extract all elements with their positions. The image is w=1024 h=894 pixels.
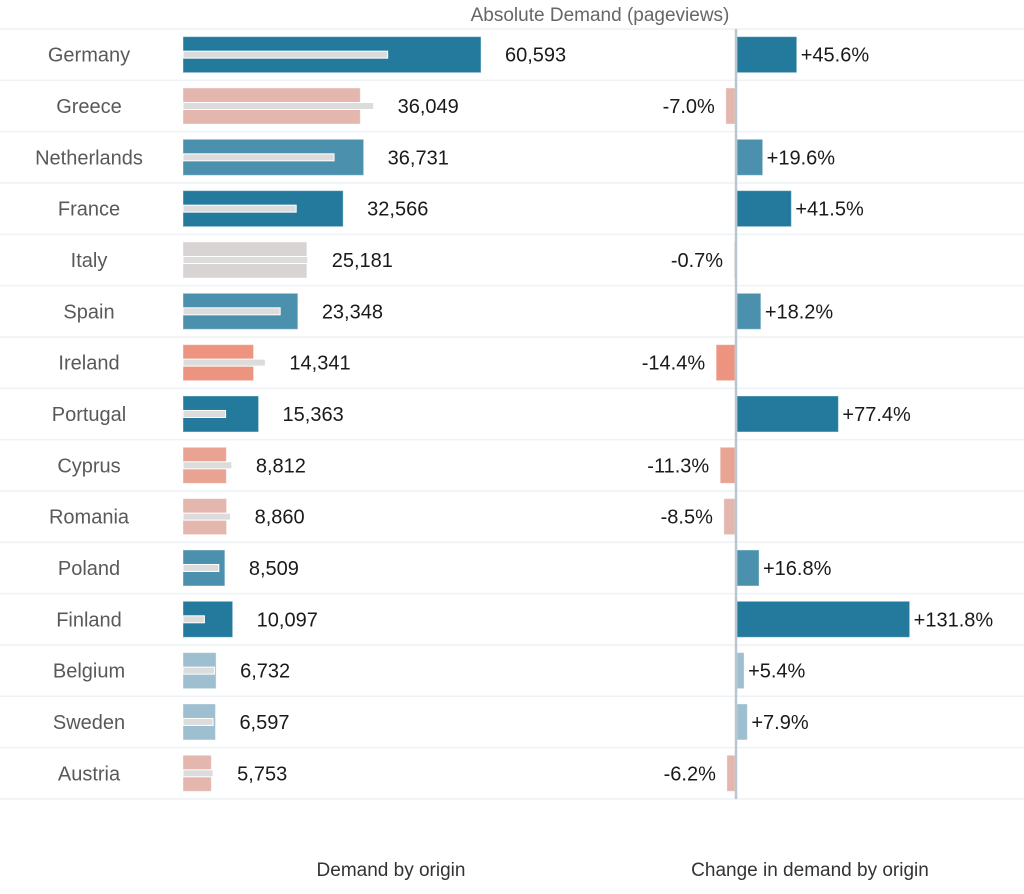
change-value-label: -11.3% [647,455,709,477]
change-value-label: +45.6% [801,45,870,67]
demand-value-label: 8,860 [255,507,305,529]
change-value-label: +131.8% [914,609,994,631]
left-panel-xlabel: Demand by origin [317,860,466,881]
change-value-label: -7.0% [663,96,715,118]
demand-value-label: 60,593 [505,45,566,67]
reference-bar [182,358,266,367]
change-value-label: -6.2% [664,763,716,785]
change-bar [736,190,792,228]
demand-value-label: 36,049 [398,96,459,118]
change-bar [719,446,736,484]
demand-value-label: 36,731 [388,147,449,169]
country-label: Spain [63,301,114,323]
country-label: Cyprus [57,455,120,477]
reference-bar [182,615,205,624]
change-bar [723,498,736,536]
change-bar [736,652,745,690]
country-label: Austria [58,763,121,785]
change-bar [736,703,748,741]
country-label: Poland [58,558,120,580]
change-bar [736,138,764,176]
change-bar [736,549,760,587]
demand-value-label: 15,363 [283,404,344,426]
reference-bar [182,101,375,110]
chart-title: Absolute Demand (pageviews) [471,5,730,26]
change-value-label: -14.4% [642,353,706,375]
change-value-label: +5.4% [748,661,805,683]
change-bar [726,754,736,792]
reference-bar [182,512,232,521]
country-label: Germany [48,45,130,67]
change-value-label: -0.7% [671,250,723,272]
reference-bar [182,563,220,572]
reference-bar [182,204,297,213]
reference-bar [182,461,233,470]
demand-value-label: 8,509 [249,558,299,580]
country-label: Belgium [53,661,125,683]
reference-bar [182,409,227,418]
country-label: Sweden [53,712,125,734]
change-bar [736,36,798,74]
change-value-label: +7.9% [751,712,808,734]
change-bar [736,395,839,433]
reference-bar [182,255,309,264]
change-value-label: +16.8% [763,558,832,580]
demand-value-label: 6,732 [240,661,290,683]
country-label: France [58,199,120,221]
country-label: Portugal [52,404,127,426]
demand-value-label: 8,812 [256,455,306,477]
country-label: Italy [71,250,108,272]
change-bar [736,600,911,638]
reference-bar [182,153,335,162]
change-value-label: +77.4% [842,404,911,426]
change-value-label: +19.6% [767,147,836,169]
rows: Germany 60,593 +45.6% Greece 36,049 -7.0% Neth… [0,28,1024,800]
demand-value-label: 5,753 [237,763,287,785]
country-label: Finland [56,609,122,631]
demand-value-label: 23,348 [322,301,383,323]
change-value-label: -8.5% [661,507,713,529]
reference-bar [182,666,215,675]
change-value-label: +18.2% [765,301,834,323]
country-label: Netherlands [35,147,143,169]
change-bar [715,344,736,382]
country-label: Greece [56,96,122,118]
reference-bar [182,307,281,316]
country-label: Romania [49,507,130,529]
demand-value-label: 10,097 [257,609,318,631]
demand-value-label: 14,341 [289,353,350,375]
country-label: Ireland [58,353,119,375]
reference-bar [182,717,214,726]
reference-bar [182,769,214,778]
change-value-label: +41.5% [795,199,864,221]
demand-value-label: 6,597 [239,712,289,734]
change-bar [725,87,736,125]
right-panel-xlabel: Change in demand by origin [691,860,929,881]
demand-value-label: 32,566 [367,199,428,221]
demand-value-label: 25,181 [332,250,393,272]
change-bar [736,292,762,330]
reference-bar [182,50,389,59]
demand-bar [182,395,260,433]
